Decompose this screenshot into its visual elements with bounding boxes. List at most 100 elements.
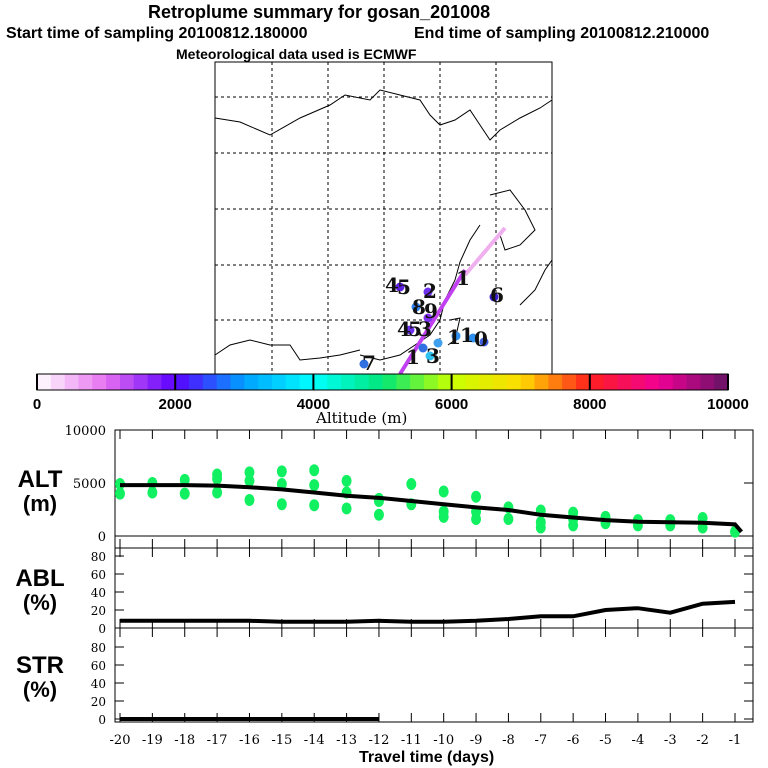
colorbar-cell — [631, 374, 646, 390]
map-label: 3 — [426, 344, 440, 368]
colorbar-cell — [520, 374, 536, 390]
colorbar-cell — [575, 374, 591, 390]
y-tick-label: 0 — [98, 530, 106, 545]
colorbar-cell — [465, 374, 480, 390]
map-label: 1 — [460, 323, 474, 347]
colorbar-cell — [244, 374, 259, 390]
colorbar-cell — [327, 374, 342, 390]
y-tick-label: 60 — [91, 568, 106, 582]
colorbar-cell — [396, 374, 411, 390]
colorbar-tick-label: 0 — [33, 396, 41, 413]
colorbar-cell — [106, 374, 121, 390]
colorbar-cell — [189, 374, 204, 390]
colorbar-cell — [341, 374, 356, 390]
trajectory-point — [418, 343, 428, 353]
colorbar-cell — [645, 374, 660, 390]
x-tick-label: -7 — [534, 733, 547, 748]
trajectory-point — [468, 333, 478, 343]
colorbar-cell — [354, 374, 370, 390]
colorbar-cell — [479, 374, 494, 390]
x-tick-label: -13 — [336, 733, 357, 748]
alt-scatter-point — [373, 508, 384, 521]
map-label: 4 — [397, 317, 411, 341]
alt-line — [120, 483, 743, 534]
x-tick-label: -1 — [729, 733, 742, 748]
x-tick-label: -9 — [470, 733, 483, 748]
colorbar-cell — [589, 374, 605, 390]
alt-scatter-point — [309, 479, 320, 492]
panel-ylabel-unit: (%) — [23, 590, 57, 615]
abl-panel-frame — [114, 547, 754, 629]
colorbar-cell — [92, 374, 107, 390]
alt-scatter-point — [147, 486, 158, 499]
colorbar-cell — [50, 374, 66, 390]
y-tick-label: 40 — [91, 677, 106, 691]
colorbar-cell — [534, 374, 549, 390]
x-tick-label: -2 — [696, 733, 709, 748]
alt-scatter-point — [212, 468, 223, 481]
colorbar-cell — [147, 374, 162, 390]
y-tick-label: 60 — [91, 659, 106, 673]
trajectory-point — [411, 302, 421, 312]
end-time: End time of sampling 20100812.210000 — [414, 25, 710, 42]
colorbar-cell — [368, 374, 383, 390]
coastline — [519, 259, 553, 306]
alt-scatter-point — [535, 521, 546, 534]
trajectory-point — [479, 337, 489, 347]
alt-scatter-point — [276, 465, 287, 478]
alt-scatter-point — [438, 510, 449, 523]
colorbar-cell — [216, 374, 231, 390]
colorbar-cell — [202, 374, 218, 390]
y-tick-label: 0 — [98, 713, 106, 727]
trajectory-point — [425, 351, 435, 361]
colorbar-cell — [617, 374, 632, 390]
met-data: Meteorological data used is ECMWF — [176, 46, 417, 62]
colorbar-cell — [548, 374, 563, 390]
map-label: 9 — [424, 299, 438, 323]
y-tick-label: 80 — [91, 550, 106, 564]
alt-scatter-point — [471, 513, 482, 526]
y-tick-label: 0 — [98, 622, 106, 636]
alt-scatter-point — [276, 498, 287, 511]
trajectory-point — [433, 338, 443, 348]
x-tick-label: -4 — [632, 733, 645, 748]
colorbar-cell — [493, 374, 508, 390]
colorbar-cell — [285, 374, 301, 390]
alt-scatter-point — [341, 474, 352, 487]
colorbar-cell — [37, 374, 52, 390]
colorbar-cell — [451, 374, 466, 390]
map-label: 5 — [397, 275, 411, 299]
map-label: 5 — [408, 317, 422, 341]
coastline — [214, 89, 553, 141]
trajectory-point — [451, 331, 461, 341]
colorbar-cell — [119, 374, 135, 390]
colorbar-cell — [382, 374, 397, 390]
colorbar-cell — [175, 374, 190, 390]
trajectory — [398, 268, 467, 376]
x-tick-label: -17 — [207, 733, 228, 748]
y-tick-label: 20 — [91, 695, 106, 709]
colorbar-cell — [658, 374, 674, 390]
colorbar-cell — [64, 374, 79, 390]
coastline — [489, 189, 536, 251]
colorbar-cell — [313, 374, 328, 390]
colorbar-label: Altitude (m) — [316, 409, 408, 427]
trajectory-point — [423, 287, 433, 297]
alt-scatter-point — [309, 464, 320, 477]
trajectory-point — [405, 325, 415, 335]
map-label: 1 — [447, 325, 461, 349]
x-tick-label: -15 — [271, 733, 292, 748]
alt-scatter-point — [309, 499, 320, 512]
colorbar-cell — [230, 374, 245, 390]
alt-scatter-point — [244, 474, 255, 487]
colorbar-cell — [78, 374, 93, 390]
x-tick-label: -19 — [142, 733, 163, 748]
alt-scatter-point — [406, 478, 417, 491]
panel-ylabel: ABL — [15, 565, 64, 592]
alt-scatter-point — [115, 487, 125, 500]
trajectory-point — [489, 292, 499, 302]
alt-scatter-point — [179, 487, 190, 500]
colorbar-cell — [686, 374, 701, 390]
alt-scatter-point — [438, 485, 449, 498]
